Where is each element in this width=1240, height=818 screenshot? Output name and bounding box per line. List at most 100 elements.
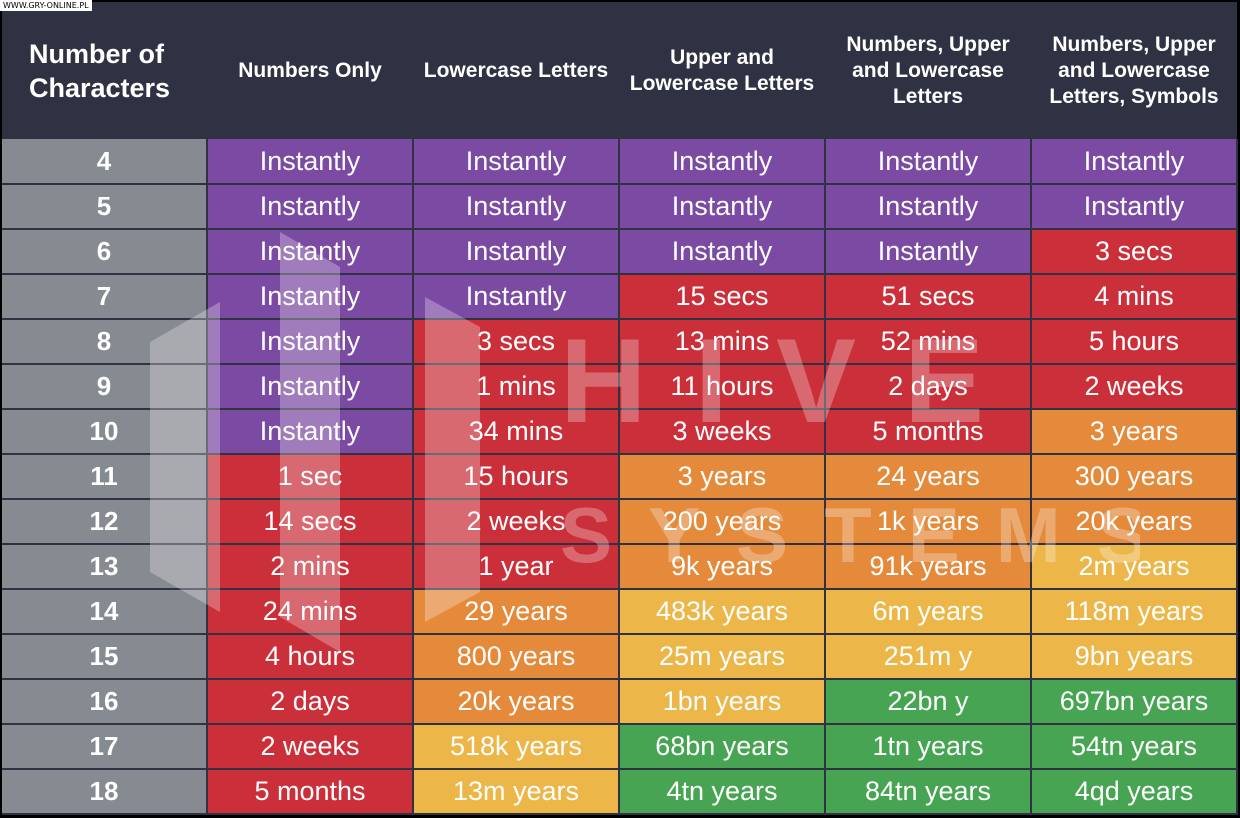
table-row: 18 5 months 13m years 4tn years 84tn years 4q… xyxy=(2,769,1238,815)
table-row: 6 Instantly Instantly Instantly Instantly 3 s… xyxy=(2,229,1238,275)
table-row: 12 14 secs 2 weeks 200 years 1k years 20k yea… xyxy=(2,499,1238,545)
crack-time-cell: Instantly xyxy=(1031,139,1238,185)
crack-time-cell: 2m years xyxy=(1031,544,1238,590)
crack-time-cell: 5 months xyxy=(207,769,414,815)
row-length-label: 11 xyxy=(2,454,208,500)
crack-time-cell: 1k years xyxy=(825,499,1032,545)
table-row: 16 2 days 20k years 1bn years 22bn y 697bn ye… xyxy=(2,679,1238,725)
crack-time-cell: Instantly xyxy=(413,229,620,275)
row-length-label: 4 xyxy=(2,139,208,185)
site-watermark: WWW.GRY-ONLINE.PL xyxy=(0,0,92,11)
crack-time-cell: 13 mins xyxy=(619,319,826,365)
crack-time-cell: 24 years xyxy=(825,454,1032,500)
table-row: 4 Instantly Instantly Instantly Instantly Ins… xyxy=(2,139,1238,185)
crack-time-cell: 54tn years xyxy=(1031,724,1238,770)
column-header-5: Numbers, Upper and Lowercase Letters, Sy… xyxy=(1031,2,1237,139)
crack-time-cell: 14 secs xyxy=(207,499,414,545)
crack-time-cell: 697bn years xyxy=(1031,679,1238,725)
table-body: 4 Instantly Instantly Instantly Instantly Ins… xyxy=(2,139,1238,815)
crack-time-cell: Instantly xyxy=(825,139,1032,185)
crack-time-cell: Instantly xyxy=(207,229,414,275)
column-header-2: Lowercase Letters xyxy=(413,2,619,139)
crack-time-cell: 25m years xyxy=(619,634,826,680)
row-length-label: 14 xyxy=(2,589,208,635)
crack-time-cell: 9k years xyxy=(619,544,826,590)
crack-time-cell: 13m years xyxy=(413,769,620,815)
crack-time-cell: Instantly xyxy=(207,184,414,230)
crack-time-cell: 3 years xyxy=(619,454,826,500)
crack-time-cell: 2 weeks xyxy=(207,724,414,770)
table-row: 14 24 mins 29 years 483k years 6m years 118m … xyxy=(2,589,1238,635)
row-length-label: 5 xyxy=(2,184,208,230)
table-row: 8 Instantly 3 secs 13 mins 52 mins 5 hours xyxy=(2,319,1238,365)
crack-time-cell: 3 years xyxy=(1031,409,1238,455)
crack-time-cell: 200 years xyxy=(619,499,826,545)
crack-time-cell: 2 days xyxy=(825,364,1032,410)
crack-time-cell: 3 secs xyxy=(1031,229,1238,275)
crack-time-cell: Instantly xyxy=(619,229,826,275)
crack-time-cell: 68bn years xyxy=(619,724,826,770)
crack-time-cell: 1 sec xyxy=(207,454,414,500)
row-length-label: 16 xyxy=(2,679,208,725)
crack-time-cell: Instantly xyxy=(207,409,414,455)
crack-time-cell: 5 hours xyxy=(1031,319,1238,365)
crack-time-cell: Instantly xyxy=(825,229,1032,275)
table-row: 7 Instantly Instantly 15 secs 51 secs 4 mins xyxy=(2,274,1238,320)
row-length-label: 10 xyxy=(2,409,208,455)
crack-time-cell: 15 secs xyxy=(619,274,826,320)
row-length-label: 7 xyxy=(2,274,208,320)
crack-time-cell: 2 weeks xyxy=(1031,364,1238,410)
row-length-label: 15 xyxy=(2,634,208,680)
crack-time-cell: 20k years xyxy=(1031,499,1238,545)
crack-time-cell: 2 weeks xyxy=(413,499,620,545)
crack-time-cell: 20k years xyxy=(413,679,620,725)
crack-time-cell: 4 hours xyxy=(207,634,414,680)
crack-time-cell: 3 secs xyxy=(413,319,620,365)
row-length-label: 6 xyxy=(2,229,208,275)
crack-time-cell: Instantly xyxy=(413,139,620,185)
crack-time-cell: 24 mins xyxy=(207,589,414,635)
crack-time-cell: 483k years xyxy=(619,589,826,635)
crack-time-cell: 15 hours xyxy=(413,454,620,500)
crack-time-cell: 6m years xyxy=(825,589,1032,635)
table-row: 17 2 weeks 518k years 68bn years 1tn years 54… xyxy=(2,724,1238,770)
crack-time-cell: Instantly xyxy=(207,319,414,365)
column-header-length: Number of Characters xyxy=(2,2,207,139)
crack-time-cell: 4qd years xyxy=(1031,769,1238,815)
crack-time-cell: Instantly xyxy=(207,274,414,320)
row-length-label: 17 xyxy=(2,724,208,770)
table-row: 5 Instantly Instantly Instantly Instantly Ins… xyxy=(2,184,1238,230)
crack-time-cell: 251m y xyxy=(825,634,1032,680)
table-row: 15 4 hours 800 years 25m years 251m y 9bn yea… xyxy=(2,634,1238,680)
table-row: 11 1 sec 15 hours 3 years 24 years 300 years xyxy=(2,454,1238,500)
crack-time-cell: 34 mins xyxy=(413,409,620,455)
crack-time-cell: 1 year xyxy=(413,544,620,590)
crack-time-cell: 118m years xyxy=(1031,589,1238,635)
crack-time-cell: Instantly xyxy=(619,139,826,185)
crack-time-cell: 4 mins xyxy=(1031,274,1238,320)
header-row: Number of Characters Numbers Only Lowercas… xyxy=(2,2,1237,139)
crack-time-cell: Instantly xyxy=(825,184,1032,230)
crack-time-cell: Instantly xyxy=(1031,184,1238,230)
crack-time-cell: Instantly xyxy=(207,139,414,185)
crack-time-cell: 29 years xyxy=(413,589,620,635)
crack-time-cell: Instantly xyxy=(413,184,620,230)
table-row: 9 Instantly 1 mins 11 hours 2 days 2 weeks xyxy=(2,364,1238,410)
column-header-3: Upper and Lowercase Letters xyxy=(619,2,825,139)
row-length-label: 12 xyxy=(2,499,208,545)
row-length-label: 18 xyxy=(2,769,208,815)
crack-time-cell: Instantly xyxy=(207,364,414,410)
column-header-1: Numbers Only xyxy=(207,2,413,139)
crack-time-cell: 1bn years xyxy=(619,679,826,725)
crack-time-cell: 300 years xyxy=(1031,454,1238,500)
table-row: 13 2 mins 1 year 9k years 91k years 2m years xyxy=(2,544,1238,590)
table-row: 10 Instantly 34 mins 3 weeks 5 months 3 years xyxy=(2,409,1238,455)
crack-time-cell: 518k years xyxy=(413,724,620,770)
crack-time-cell: 4tn years xyxy=(619,769,826,815)
row-length-label: 13 xyxy=(2,544,208,590)
row-length-label: 9 xyxy=(2,364,208,410)
crack-time-cell: 2 days xyxy=(207,679,414,725)
crack-time-cell: Instantly xyxy=(619,184,826,230)
row-length-label: 8 xyxy=(2,319,208,365)
crack-time-cell: Instantly xyxy=(413,274,620,320)
